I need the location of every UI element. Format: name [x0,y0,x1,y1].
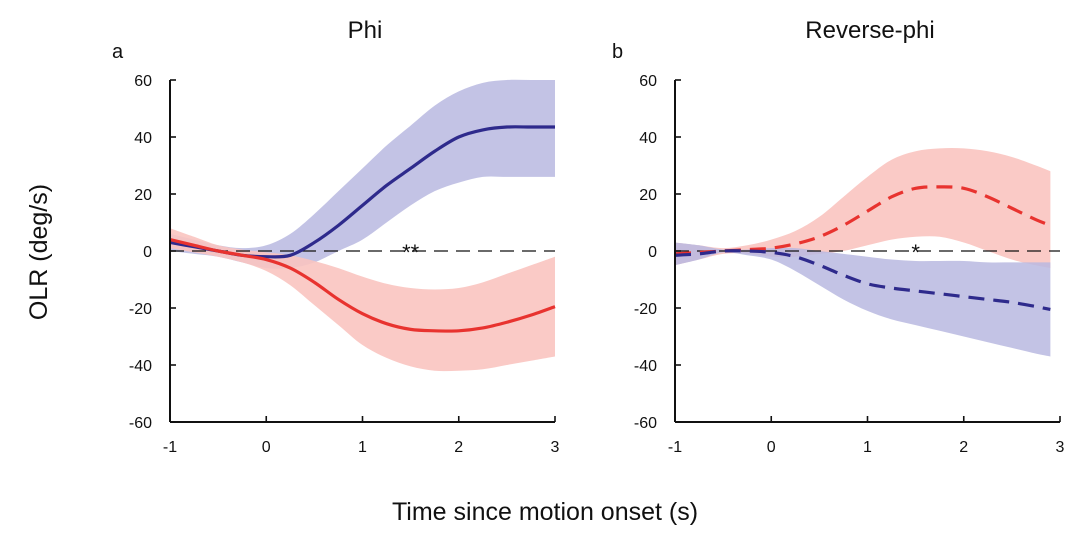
panel-b-title: Reverse-phi [805,17,934,44]
panel-b-significance-label: * [911,240,920,265]
panel-b-y-tick-label: 0 [648,244,657,261]
panel-a-y-tick-label: 40 [134,130,152,147]
panel-a-x-tick-label: 2 [454,439,463,456]
panel-a-x-tick-label: 3 [551,439,560,456]
panel-a-significance-label: ** [402,240,420,265]
panel-a-x-tick-label: -1 [163,439,177,456]
panel-b-y-tick-label: -40 [634,358,657,375]
panel-a-y-tick-label: -40 [129,358,152,375]
y-axis-title: OLR (deg/s) [25,184,53,320]
panel-a: a Phi ** 60 40 20 0 -20 -40 -60 -1 0 1 2 3 [112,17,560,456]
panel-b-y-tick-label: 20 [639,187,657,204]
panel-b-x-tick-label: 2 [959,439,968,456]
panel-b-x-tick-label: -1 [668,439,682,456]
panel-a-letter: a [112,41,124,63]
panel-b-y-tick-label: 60 [639,73,657,90]
x-axis-title: Time since motion onset (s) [392,498,698,526]
panel-b-x-tick-label: 3 [1056,439,1065,456]
panel-b-letter: b [612,41,623,63]
panel-b-x-tick-label: 0 [767,439,776,456]
panel-b-band-red [675,148,1051,269]
panel-b: b Reverse-phi * 60 40 20 0 -20 -40 -60 -1 0 1 2 3 [612,17,1065,456]
panel-b-x-tick-label: 1 [863,439,872,456]
panel-a-y-tick-label: -20 [129,301,152,318]
panel-a-y-tick-label: -60 [129,415,152,432]
panel-b-y-tick-label: -20 [634,301,657,318]
panel-a-x-tick-label: 0 [262,439,271,456]
panel-a-y-tick-label: 0 [143,244,152,261]
panel-a-band-blue [170,79,555,269]
panel-a-line-red [169,238,556,333]
panel-a-x-tick-label: 1 [358,439,367,456]
panel-b-y-tick-label: -60 [634,415,657,432]
panel-a-y-tick-label: 60 [134,73,152,90]
panel-b-band-blue [675,242,1051,357]
panel-a-band-red [170,228,555,372]
panel-b-line-blue [674,249,1051,311]
panel-a-title: Phi [348,17,383,44]
panel-b-y-tick-label: 40 [639,130,657,147]
panel-a-y-tick-label: 20 [134,187,152,204]
